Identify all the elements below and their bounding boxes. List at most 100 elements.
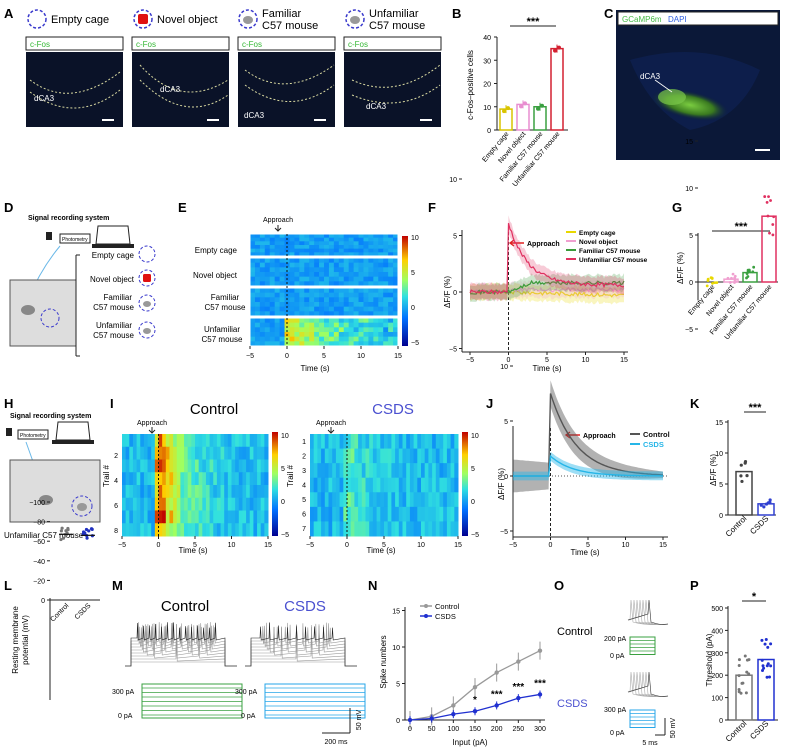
e-heat-cell	[358, 288, 364, 294]
k-category-label: Control	[724, 514, 749, 539]
e-heat-cell	[353, 292, 360, 298]
i-csds-heat-cell	[432, 506, 437, 522]
panel-label-A: A	[4, 6, 14, 21]
e-heat-cell	[319, 341, 325, 347]
b-y-tick-label: 0	[487, 128, 491, 135]
i-csds-heat-cell	[450, 521, 455, 537]
i-csds-heat-cell	[324, 434, 329, 450]
i-control-heat-cell	[151, 472, 156, 486]
e-heat-cell	[393, 322, 399, 328]
i-csds-heat-cell	[335, 492, 341, 508]
o-trace	[627, 599, 669, 625]
e-heat-cell	[368, 248, 374, 253]
e-heat-cell	[264, 322, 271, 328]
e-heat-cell	[353, 237, 360, 242]
panel-c-image: GCaMP6m DAPI dCA3	[616, 10, 780, 160]
e-heat-cell	[259, 292, 266, 298]
i-control-heat-cell	[264, 510, 269, 524]
l-point	[66, 528, 70, 532]
i-csds-heat-cell	[343, 477, 348, 493]
i-control-heat-cell	[205, 472, 211, 486]
i-control-heat-cell	[136, 485, 141, 499]
i-csds-heat-cell	[372, 448, 378, 464]
i-csds-heat-cell	[398, 506, 403, 522]
e-heat-cell	[378, 288, 384, 294]
i-csds-heat-cell	[402, 506, 407, 522]
f-x-label: Time (s)	[532, 364, 561, 373]
e-heat-cell	[373, 332, 379, 338]
e-heat-cell	[338, 276, 345, 282]
i-csds-heat-cell	[439, 506, 444, 522]
e-heat-cell	[294, 292, 300, 298]
i-csds-heat-cell	[361, 463, 366, 479]
o-scale-v-label: 50 mV	[670, 718, 677, 739]
d-mouse-icon	[21, 305, 35, 315]
i-csds-heat-cell	[339, 506, 344, 522]
i-csds-heat-cell	[332, 492, 337, 508]
e-heat-cell	[259, 245, 266, 250]
e-heat-cell	[333, 272, 340, 278]
e-heat-cell	[393, 306, 399, 312]
e-heat-cell	[378, 327, 384, 333]
f-sem-band	[470, 273, 624, 302]
e-heat-cell	[343, 281, 350, 287]
e-heat-cell	[378, 297, 384, 303]
i-control-heat-cell	[216, 497, 222, 511]
n-x-label: Input (pA)	[452, 738, 487, 747]
e-heat-cell	[254, 297, 261, 303]
i-csds-heat-cell	[310, 521, 315, 537]
e-heat-cell	[343, 241, 350, 246]
e-heat-cell	[269, 245, 276, 250]
b-point	[540, 103, 544, 108]
d-light-source-icon	[46, 232, 52, 240]
i-control-heat-cell	[227, 510, 232, 524]
e-heat-cell	[368, 262, 374, 268]
e-heat-cell	[304, 336, 310, 342]
i-control-heat-cell	[125, 523, 130, 537]
e-heat-cell	[363, 292, 369, 298]
i-csds-heat-cell	[354, 448, 359, 464]
g-point	[715, 281, 719, 284]
e-heat-cell	[314, 336, 320, 342]
panel-label-E: E	[178, 200, 187, 215]
i-csds-heat-cell	[380, 521, 385, 537]
i-csds-heat-cell	[391, 463, 396, 479]
e-heat-cell	[259, 318, 266, 324]
e-heat-cell	[284, 318, 290, 324]
m-csds-steps	[264, 683, 366, 719]
g-point	[772, 215, 776, 219]
e-heat-cell	[299, 241, 305, 246]
e-heat-cell	[393, 281, 399, 287]
h-laptop-icon	[55, 421, 91, 441]
i-control-heat-cell	[122, 459, 127, 473]
e-heat-cell	[328, 281, 335, 287]
i-csds-heat-cell	[365, 492, 370, 508]
e-heat-cell	[274, 336, 281, 342]
f-y-tick-label: 10	[449, 177, 457, 184]
i-csds-heat-cell	[354, 506, 359, 522]
i-csds-heat-cell	[391, 492, 396, 508]
e-heat-cell	[289, 281, 295, 287]
e-heat-cell	[314, 318, 320, 324]
e-heat-cell	[274, 252, 281, 257]
e-heat-cell	[388, 288, 394, 294]
e-heat-cell	[338, 302, 345, 308]
n-legend-label: Control	[435, 602, 460, 611]
e-heat-cell	[299, 297, 305, 303]
e-heat-cell	[328, 245, 335, 250]
e-heat-cell	[279, 276, 286, 282]
e-heat-cell	[294, 281, 300, 287]
e-heat-cell	[368, 311, 374, 317]
i-csds-heat-cell	[387, 463, 392, 479]
e-heat-cell	[383, 234, 389, 239]
i-control-heat-cell	[176, 446, 181, 460]
k-sig-label: ***	[749, 402, 763, 414]
i-csds-heat-cell	[424, 434, 429, 450]
i-csds-heat-cell	[321, 448, 326, 464]
e-heat-cell	[299, 248, 305, 253]
e-heat-cell	[363, 332, 369, 338]
m-voltage-trace	[245, 624, 357, 667]
i-csds-heat-cell	[402, 434, 407, 450]
e-heat-cell	[363, 248, 369, 253]
